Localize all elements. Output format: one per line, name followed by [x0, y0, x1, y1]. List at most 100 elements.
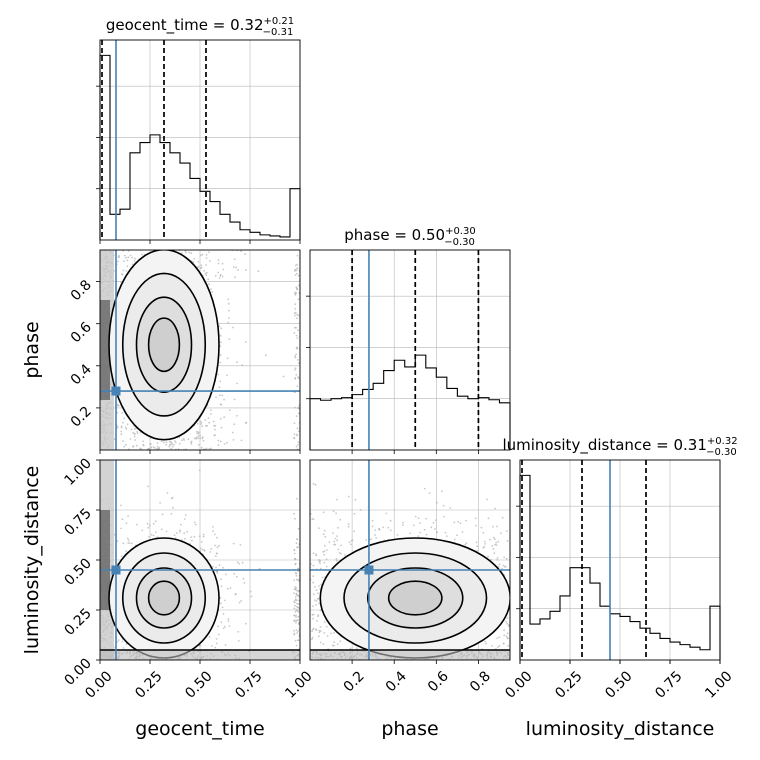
sample-point [197, 437, 200, 440]
sample-point [461, 531, 464, 533]
ytick-label-phase-2: 0.6 [68, 319, 95, 346]
sample-point [131, 263, 134, 266]
sample-point [219, 345, 222, 347]
sample-point [152, 522, 155, 525]
sample-point [120, 426, 123, 429]
sample-point [174, 441, 177, 444]
sample-point [501, 516, 504, 519]
title-eq-geocent_time: = [208, 16, 230, 34]
sample-point [318, 559, 320, 561]
sample-point [132, 445, 134, 448]
sample-point [218, 386, 221, 389]
sample-point [125, 270, 128, 272]
sample-point [382, 526, 385, 529]
density-floor [100, 650, 300, 660]
sample-point [505, 557, 508, 560]
sample-point [293, 607, 295, 610]
sample-point [218, 394, 221, 397]
sample-point [414, 515, 417, 518]
sample-point [135, 444, 138, 447]
sample-point [133, 428, 136, 430]
sample-point [238, 601, 241, 604]
sample-point [182, 437, 185, 440]
sample-point [216, 572, 219, 574]
sample-point [496, 557, 499, 559]
sample-point [314, 586, 316, 588]
ytick-label-luminosity_distance-4: 1.00 [61, 456, 94, 489]
sample-point [237, 269, 239, 271]
sample-point [121, 273, 124, 276]
sample-point [296, 589, 298, 592]
sample-point [365, 539, 367, 541]
sample-point [495, 541, 498, 544]
sample-point [336, 535, 338, 537]
sample-point [315, 554, 317, 557]
sample-point [122, 647, 125, 649]
sample-point [486, 498, 489, 501]
sample-point [217, 373, 220, 376]
sample-point [310, 563, 312, 565]
sample-point [163, 441, 166, 444]
sample-point [294, 377, 297, 380]
sample-point [194, 523, 197, 526]
sample-point [315, 604, 317, 606]
sample-point [205, 257, 208, 259]
sample-point [374, 529, 377, 531]
sample-point [294, 307, 297, 310]
sample-point [240, 600, 243, 602]
sample-point [298, 599, 300, 602]
sample-point [293, 630, 295, 632]
sample-point [318, 527, 320, 529]
sample-point [161, 440, 163, 443]
sample-point [474, 517, 477, 520]
sample-point [122, 440, 124, 442]
sample-point [240, 250, 242, 253]
sample-point [419, 522, 421, 524]
yaxis-label-luminosity_distance: luminosity_distance [21, 466, 43, 655]
sample-point [245, 622, 247, 625]
xtick-label-luminosity_distance-1: 0.25 [552, 668, 585, 701]
sample-point [293, 512, 295, 515]
sample-point [295, 445, 298, 448]
sample-point [333, 632, 335, 634]
sample-point [133, 432, 136, 435]
sample-point [319, 562, 321, 564]
sample-point [124, 254, 126, 257]
sample-point [294, 274, 297, 276]
sample-point [371, 525, 374, 528]
sample-point [152, 534, 155, 537]
title-median-phase: 0.50 [412, 226, 445, 244]
sample-point [445, 535, 448, 537]
sample-point [323, 632, 326, 634]
sample-point [141, 529, 144, 532]
sample-point [207, 417, 210, 419]
sample-point [322, 511, 325, 514]
sample-point [297, 619, 300, 621]
sample-point [180, 523, 182, 526]
sample-point [297, 527, 300, 530]
sample-point [296, 538, 298, 540]
sample-point [197, 260, 200, 263]
sample-point [325, 625, 328, 628]
title-minus-geocent_time: −0.31 [263, 27, 294, 38]
sample-point [193, 521, 196, 524]
sample-point [241, 364, 244, 366]
sample-point [208, 636, 211, 638]
sample-point [170, 447, 173, 450]
sample-point [296, 263, 298, 266]
sample-point [223, 599, 226, 602]
sample-point [226, 587, 229, 590]
sample-point [389, 519, 392, 522]
sample-point [507, 637, 509, 639]
ytick-label-phase-3: 0.8 [68, 277, 95, 304]
sample-point [215, 566, 217, 569]
sample-point [349, 647, 352, 650]
sample-point [295, 574, 298, 577]
sample-point [200, 446, 203, 449]
sample-point [120, 433, 123, 436]
sample-point [217, 439, 220, 442]
sample-point [396, 534, 399, 536]
sample-point [314, 483, 317, 486]
sample-point [324, 535, 327, 538]
sample-point [310, 638, 313, 641]
